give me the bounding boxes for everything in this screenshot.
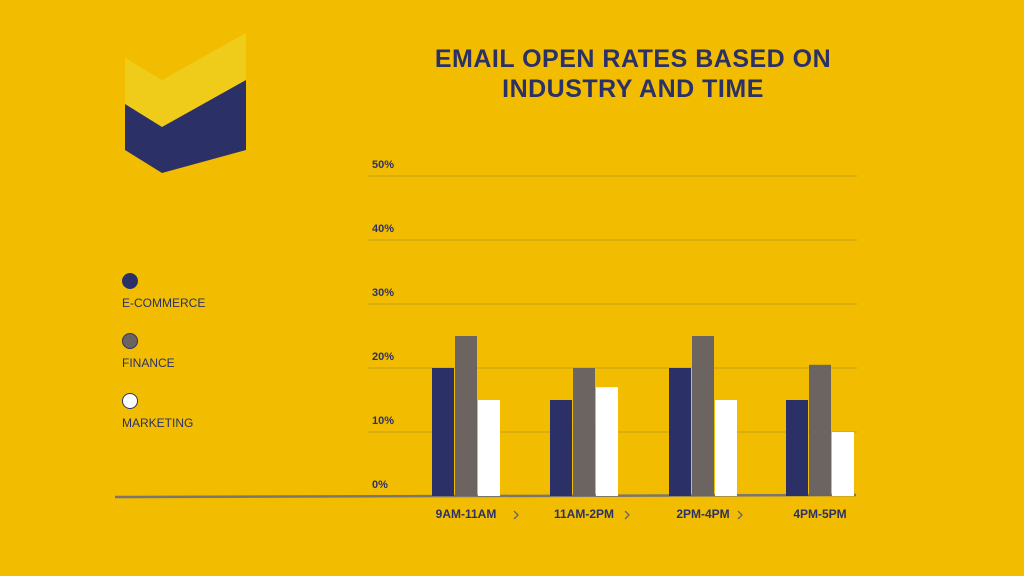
y-tick-label: 20% <box>372 351 394 363</box>
logo-bottom <box>125 80 246 173</box>
bar <box>455 336 477 496</box>
legend-label: FINANCE <box>122 356 175 370</box>
separators <box>513 510 743 520</box>
legend-swatch <box>122 333 138 349</box>
y-tick-label: 0% <box>372 479 388 491</box>
bar <box>478 400 500 496</box>
bar <box>573 368 595 496</box>
bar <box>669 368 691 496</box>
y-tick-label: 50% <box>372 159 394 171</box>
y-tick-label: 40% <box>372 223 394 235</box>
x-tick-label: 9AM-11AM <box>436 507 497 521</box>
bar <box>809 364 831 496</box>
bar <box>432 368 454 496</box>
separator <box>624 510 630 520</box>
separator <box>513 510 519 520</box>
logo-top <box>125 33 246 127</box>
bar <box>596 387 618 496</box>
x-tick-label: 4PM-5PM <box>793 507 846 521</box>
bar <box>550 400 572 496</box>
bar <box>715 400 737 496</box>
y-tick-label: 10% <box>372 415 394 427</box>
x-tick-label: 2PM-4PM <box>676 507 729 521</box>
separator <box>737 510 743 520</box>
bar <box>692 336 714 496</box>
legend-swatch <box>122 273 138 289</box>
bar <box>786 400 808 496</box>
y-tick-label: 30% <box>372 287 394 299</box>
bar <box>832 432 854 496</box>
legend-label: E-COMMERCE <box>122 296 205 310</box>
chart-title: EMAIL OPEN RATES BASED ON INDUSTRY AND T… <box>434 45 832 103</box>
x-tick-label: 11AM-2PM <box>554 507 614 521</box>
legend-swatch <box>122 393 138 409</box>
legend-label: MARKETING <box>122 416 193 430</box>
